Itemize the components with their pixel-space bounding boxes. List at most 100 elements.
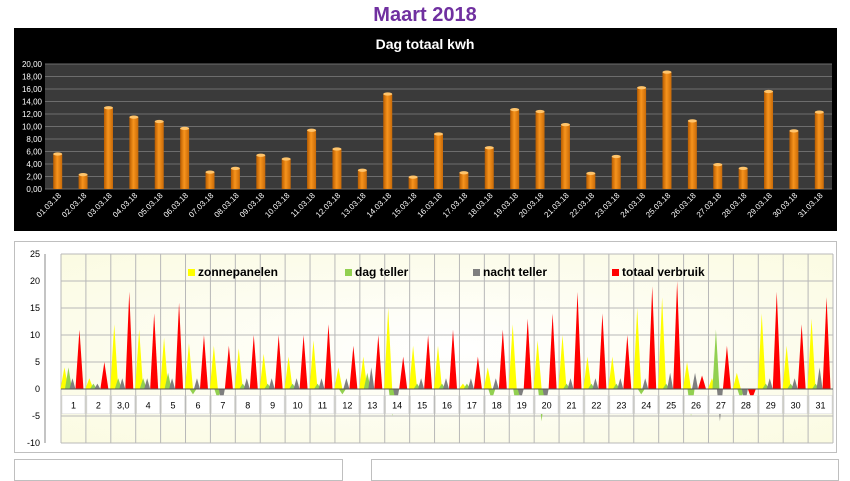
- chart2-spike: [623, 335, 632, 389]
- chart2-spike: [667, 372, 674, 389]
- chart2-spike: [567, 378, 574, 389]
- chart2-xtick-box: [360, 395, 384, 415]
- chart1-bar-cap: [281, 157, 291, 161]
- chart1-xtick-label: 12.03.18: [314, 191, 343, 220]
- chart2-spike: [114, 378, 122, 389]
- chart1-bar: [53, 154, 63, 189]
- chart1-ytick-label: 4,00: [26, 160, 42, 169]
- chart1-bar-cap: [129, 115, 139, 119]
- chart2-spike: [224, 345, 233, 389]
- chart2-xtick-label: 13: [367, 400, 377, 410]
- chart1-bar: [205, 172, 215, 189]
- chart2-ytick-label: 0: [35, 384, 40, 394]
- chart2-legend-label: totaal verbruik: [622, 265, 705, 279]
- chart1-bar-cap: [408, 175, 418, 179]
- page-title: Maart 2018: [373, 4, 477, 26]
- chart1-xtick-label: 11.03.18: [289, 191, 317, 219]
- chart1-xtick-label: 23.03.18: [593, 191, 622, 220]
- chart2-xtick-label: 24: [641, 400, 651, 410]
- chart2-spike: [274, 335, 283, 389]
- chart2-spike: [75, 329, 84, 389]
- chart1-xtick-label: 31.03.18: [796, 191, 825, 220]
- chart1-bar-cap: [78, 173, 88, 177]
- chart2-xtick-box: [783, 395, 808, 415]
- chart2-spike: [209, 345, 218, 389]
- chart1-bar-cap: [103, 106, 113, 110]
- chart2-xtick-label: 31: [816, 400, 826, 410]
- chart2-xtick-box: [111, 395, 135, 415]
- chart1-xtick-label: 07.03.18: [187, 191, 216, 220]
- chart2-spike: [683, 362, 692, 389]
- chart1-ytick-label: 12,00: [22, 110, 43, 119]
- chart1-xtick-label: 10.03.18: [263, 191, 292, 220]
- chart2-spike: [309, 340, 318, 389]
- chart1-xtick-label: 28.03.18: [720, 191, 749, 220]
- chart2-xtick-label: 25: [666, 400, 676, 410]
- chart1-bar-cap: [535, 109, 545, 114]
- chart2-xtick-box: [236, 395, 260, 415]
- chart2-legend-label: dag teller: [355, 265, 409, 279]
- chart1-xtick-label: 24.03.18: [619, 191, 648, 220]
- chart1-bar: [281, 159, 291, 189]
- chart2-legend-swatch: [473, 269, 480, 276]
- chart2-ytick-label: -10: [27, 438, 40, 448]
- chart2-xtick-box: [136, 395, 160, 415]
- chart1-ytick-label: 0,00: [26, 185, 42, 194]
- chart1-xtick-label: 03.03.18: [85, 191, 114, 220]
- chart2-xtick-box: [634, 395, 658, 415]
- bottom-panel-left: [14, 459, 343, 481]
- chart2-xtick-box: [510, 395, 534, 415]
- chart1-bar: [408, 177, 418, 189]
- chart2-spike: [608, 356, 617, 389]
- chart2-spike: [617, 378, 624, 389]
- chart2-xtick-label: 22: [591, 400, 601, 410]
- chart2-spike: [318, 378, 325, 389]
- chart2-xtick-label: 16: [442, 400, 452, 410]
- chart2-spike: [533, 340, 542, 389]
- chart1-bar-cap: [789, 129, 799, 133]
- chart1-bar: [434, 134, 443, 189]
- chart2-spike: [199, 335, 208, 389]
- chart2-spike: [797, 324, 806, 389]
- chart2-xtick-box: [759, 395, 783, 415]
- chart2-xtick-label: 19: [517, 400, 527, 410]
- chart2-xtick-box: [86, 395, 111, 415]
- chart2-spike: [722, 345, 731, 389]
- chart1-bar-cap: [230, 166, 240, 170]
- chart2-spike: [508, 324, 517, 389]
- chart1-bar-cap: [611, 154, 621, 159]
- chart2-spike: [234, 348, 243, 389]
- chart1-bar-cap: [459, 171, 469, 175]
- chart1-ytick-label: 20,00: [22, 60, 43, 69]
- chart1-bar: [789, 130, 799, 189]
- chart1-bar: [535, 111, 545, 189]
- chart2-spike: [747, 389, 756, 400]
- chart1-xtick-label: 26.03.18: [669, 191, 698, 220]
- chart1-bar: [256, 155, 266, 189]
- chart2-spike: [184, 343, 193, 389]
- chart1-xtick-label: 08.03.18: [212, 191, 241, 220]
- chart1-bar-cap: [662, 70, 672, 74]
- chart1-ytick-label: 8,00: [26, 135, 42, 144]
- chart2-spike: [268, 378, 275, 389]
- chart1-bar-cap: [586, 171, 596, 175]
- chart1-bar: [586, 173, 596, 189]
- chart2-ytick-label: 20: [30, 276, 40, 286]
- chart1-bar-cap: [205, 170, 215, 174]
- chart2-xtick-label: 30: [791, 400, 801, 410]
- chart2-spike: [782, 345, 791, 389]
- chart1-xtick-label: 29.03.18: [746, 191, 775, 220]
- chart2-spike: [698, 375, 707, 389]
- chart2-spike: [583, 356, 592, 389]
- chart2-xtick-box: [186, 395, 210, 415]
- chart2-spike: [359, 356, 368, 389]
- chart1-bar-cap: [560, 123, 570, 127]
- chart2-spike: [119, 378, 126, 389]
- chart2-xtick-label: 12: [342, 400, 352, 410]
- chart2-spike: [637, 389, 645, 395]
- chart2-spike: [125, 291, 134, 389]
- chart1-xtick-label: 17.03.18: [441, 191, 470, 220]
- chart1-bar-cap: [256, 153, 266, 157]
- chart1-bar: [357, 170, 367, 189]
- chart1-ytick-label: 10,00: [22, 123, 43, 132]
